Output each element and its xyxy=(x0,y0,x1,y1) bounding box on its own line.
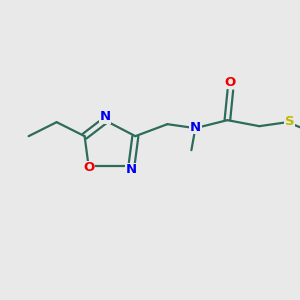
Text: N: N xyxy=(126,164,137,176)
Text: O: O xyxy=(225,76,236,89)
Text: O: O xyxy=(83,161,94,175)
Text: N: N xyxy=(100,110,111,123)
Text: N: N xyxy=(190,121,201,134)
Text: S: S xyxy=(285,115,294,128)
